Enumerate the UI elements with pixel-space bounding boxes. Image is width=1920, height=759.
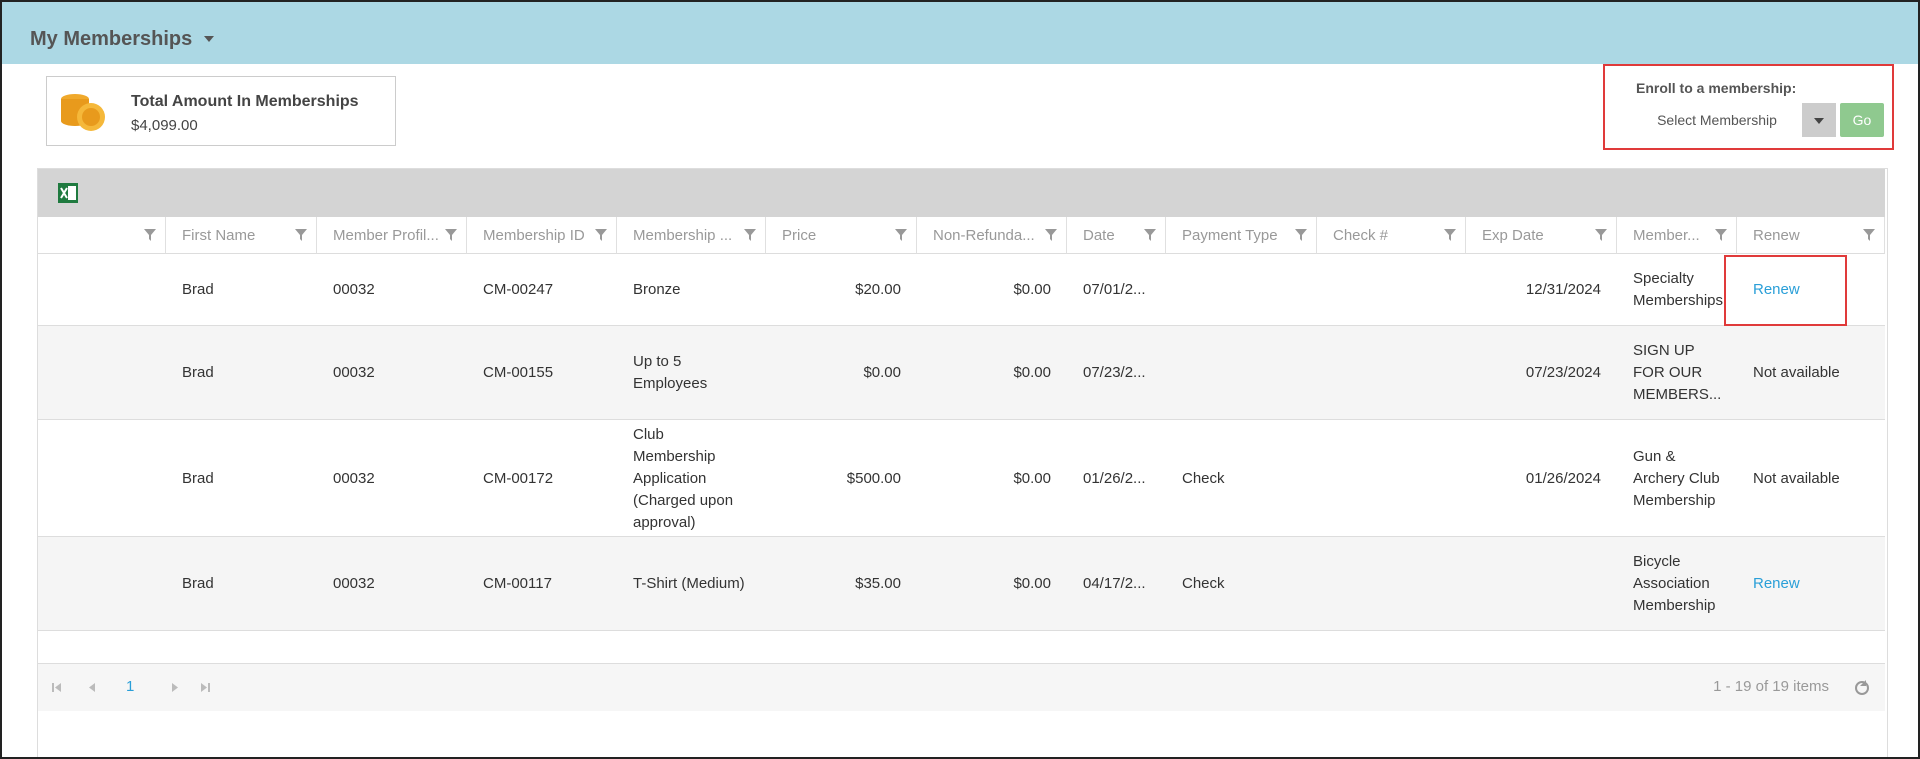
column-header[interactable]: Member... (1617, 217, 1737, 254)
table-cell: Brad (182, 575, 214, 592)
table-row (38, 420, 1885, 537)
filter-icon[interactable] (1295, 229, 1307, 241)
table-cell: 12/31/2024 (1525, 281, 1601, 298)
column-header[interactable]: Renew (1737, 217, 1885, 254)
table-row (38, 326, 1885, 420)
renew-status: Not available (1753, 364, 1840, 381)
column-header[interactable]: Non-Refunda... (917, 217, 1067, 254)
summary-card: Total Amount In Memberships $4,099.00 (46, 76, 396, 146)
table-cell: 04/17/2... (1083, 575, 1146, 592)
coins-icon (61, 94, 105, 131)
table-cell: $0.00 (863, 364, 901, 381)
filter-icon[interactable] (1444, 229, 1456, 241)
table-cell: Brad (182, 281, 214, 298)
filter-icon[interactable] (744, 229, 756, 241)
go-button[interactable]: Go (1840, 103, 1884, 137)
table-cell: Up to 5 Employees (633, 353, 708, 392)
table-cell: CM-00117 (483, 575, 552, 592)
column-header[interactable]: Payment Type (1166, 217, 1317, 254)
renew-link[interactable]: Renew (1753, 575, 1800, 592)
table-cell: $35.00 (855, 575, 901, 592)
renew-highlight (1724, 255, 1847, 326)
table-cell: $20.00 (855, 281, 901, 298)
filter-icon[interactable] (1715, 229, 1727, 241)
renew-status: Not available (1753, 469, 1840, 487)
filter-icon[interactable] (895, 229, 907, 241)
filter-icon[interactable] (1045, 229, 1057, 241)
table-cell: 00032 (333, 469, 375, 487)
table-cell: 00032 (333, 364, 375, 381)
header-cell (38, 217, 166, 254)
filter-icon[interactable] (1863, 229, 1875, 241)
filter-icon[interactable] (1144, 229, 1156, 241)
table-row (38, 254, 1885, 326)
select-toggle[interactable] (1802, 103, 1836, 137)
table-cell: Bicycle Association Membership (1633, 553, 1716, 614)
excel-export[interactable] (58, 183, 78, 203)
table-cell: 00032 (333, 575, 375, 592)
table-cell: SIGN UP FOR OUR MEMBERS... (1633, 342, 1722, 403)
table-cell: Specialty Memberships (1633, 270, 1724, 309)
refresh[interactable] (1853, 679, 1871, 697)
table-cell: 07/23/2... (1083, 364, 1146, 381)
table-cell: 07/23/2024 (1525, 364, 1601, 381)
table-cell: Club Membership Application (Charged upo… (633, 425, 734, 531)
table-cell: $0.00 (1013, 364, 1051, 381)
table-cell: 01/26/2024 (1525, 469, 1601, 487)
header-bar (2, 2, 1918, 64)
column-header[interactable]: Check # (1317, 217, 1466, 254)
table-cell: Gun & Archery Club Membership (1633, 447, 1720, 509)
filter-icon[interactable] (1595, 229, 1607, 241)
column-header[interactable]: Exp Date (1466, 217, 1617, 254)
table-cell: CM-00155 (483, 364, 554, 381)
column-header[interactable]: Membership ID (467, 217, 617, 254)
toolbar (38, 169, 1885, 217)
column-header[interactable]: Membership ... (617, 217, 766, 254)
column-header[interactable]: Price (766, 217, 917, 254)
table-cell: $500.00 (846, 469, 901, 487)
table-cell: Bronze (633, 281, 681, 298)
table-cell: CM-00247 (483, 281, 554, 298)
summary-label: Total Amount In Memberships (131, 93, 359, 110)
table-cell: $0.00 (1013, 469, 1051, 487)
table-cell: Brad (182, 364, 214, 381)
table-cell: CM-00172 (483, 469, 554, 487)
table-cell: Brad (182, 469, 214, 487)
table-cell: 00032 (333, 281, 375, 298)
table-cell: 07/01/2... (1083, 281, 1146, 298)
table-cell: 01/26/2... (1083, 469, 1146, 487)
filter-icon[interactable] (595, 229, 607, 241)
column-header[interactable]: First Name (166, 217, 317, 254)
page-title[interactable]: My Memberships (30, 28, 193, 50)
filter-icon[interactable] (445, 229, 457, 241)
enroll-label: Enroll to a membership: (1636, 80, 1797, 96)
page-number[interactable]: 1 (126, 678, 135, 695)
summary-amount: $4,099.00 (131, 117, 198, 134)
membership-select[interactable]: Select Membership (1657, 112, 1777, 128)
title-caret[interactable] (204, 36, 214, 42)
pager-info: 1 - 19 of 19 items (1713, 678, 1829, 695)
renew-link[interactable]: Renew (1753, 281, 1800, 298)
filter-icon[interactable] (295, 229, 307, 241)
grid (37, 168, 1888, 757)
table-cell: T-Shirt (Medium) (633, 575, 745, 592)
filter-icon[interactable] (144, 229, 156, 241)
enroll-highlight (1603, 64, 1894, 150)
table-cell: Check (1182, 469, 1225, 487)
pager-nav[interactable] (52, 682, 212, 694)
pager: 1 1 - 19 of 19 items (38, 663, 1885, 711)
table-row (38, 537, 1885, 631)
table-cell: $0.00 (1013, 575, 1051, 592)
table-cell: Check (1182, 575, 1225, 592)
table-cell: $0.00 (1013, 281, 1051, 298)
column-header[interactable]: Member Profil... (317, 217, 467, 254)
